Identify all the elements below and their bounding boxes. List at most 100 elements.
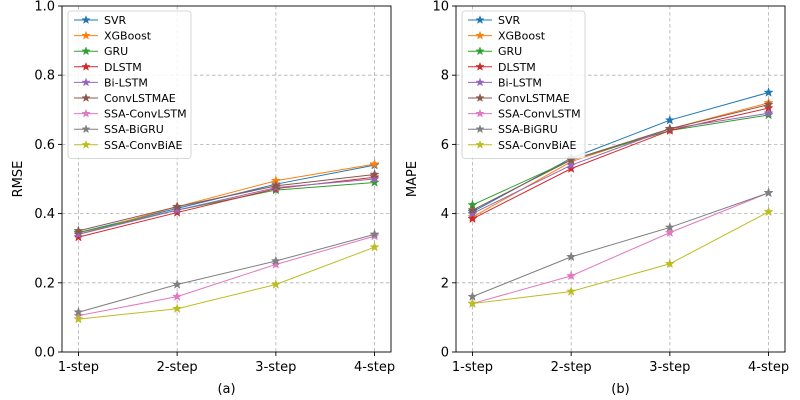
x-tick-label: 3-step [255, 360, 296, 375]
series-line-ssa-convlstm [78, 235, 375, 317]
legend-label-xgboost: XGBoost [498, 30, 546, 43]
legend-label-svr: SVR [104, 14, 127, 27]
x-tick-label: 2-step [157, 360, 198, 375]
legend-label-ssa-convbiae: SSA-ConvBiAE [104, 139, 182, 152]
data-point-ssa-convbiae [172, 303, 183, 314]
legend-marker-ssa-convbiae [81, 139, 91, 149]
legend: SVR XGBoost GRU DLSTM Bi-LSTM ConvLSTMAE SSA-C… [461, 10, 586, 159]
y-tick-label: 8 [441, 69, 449, 84]
legend-box [461, 10, 586, 159]
legend-marker-convlstmae [475, 93, 485, 103]
y-tick-label: 0.8 [34, 69, 55, 84]
series-line-ssa-convlstm [472, 192, 769, 305]
data-point-gru [369, 177, 380, 187]
series-line-convlstmae [78, 174, 375, 232]
y-axis-label: RMSE [11, 161, 26, 198]
legend-marker-bi-lstm [81, 77, 91, 87]
series-line-ssa-convbiae [472, 211, 769, 305]
data-point-convlstmae [270, 180, 281, 191]
legend-label-ssa-bigru: SSA-BiGRU [104, 123, 164, 136]
data-point-ssa-bigru [664, 222, 675, 232]
data-point-ssa-convlstm [566, 270, 577, 281]
data-point-ssa-bigru [566, 251, 577, 262]
panel-caption: (b) [611, 382, 629, 397]
data-point-ssa-convbiae [566, 286, 577, 296]
y-tick-label: 2 [441, 276, 449, 291]
legend-marker-ssa-bigru [81, 124, 91, 134]
data-point-bi-lstm [467, 208, 478, 218]
x-tick-label: 4-step [354, 360, 395, 375]
legend-label-convlstmae: ConvLSTMAE [498, 92, 570, 105]
legend-label-ssa-bigru: SSA-BiGRU [498, 123, 558, 136]
data-point-ssa-convbiae [369, 241, 380, 252]
data-point-ssa-convbiae [763, 206, 774, 217]
legend-label-dlstm: DLSTM [498, 61, 536, 74]
legend-marker-gru [81, 46, 91, 56]
y-tick-label: 10 [432, 0, 449, 15]
legend-marker-convlstmae [81, 93, 91, 103]
data-point-ssa-bigru [369, 229, 380, 239]
data-point-ssa-convbiae [467, 298, 478, 308]
plot-frame [455, 5, 786, 353]
rmse-chart-panel: 0.0 0.2 0.4 0.6 0.8 1.0 1-step 2-step 3-step 4-st… [11, 0, 395, 397]
series-line-dlstm [472, 107, 769, 220]
y-tick-label: 0.2 [34, 276, 55, 291]
legend-label-ssa-convbiae: SSA-ConvBiAE [498, 139, 576, 152]
legend-marker-dlstm [81, 61, 91, 71]
y-tick-label: 0.6 [34, 138, 55, 153]
panel-caption: (a) [217, 382, 235, 397]
legend-box [67, 10, 192, 159]
x-tick-label: 2-step [551, 360, 592, 375]
data-point-convlstmae [467, 204, 478, 215]
legend-marker-ssa-bigru [475, 124, 485, 134]
legend-marker-ssa-convbiae [475, 139, 485, 149]
legend-label-bi-lstm: Bi-LSTM [104, 76, 148, 89]
legend-label-svr: SVR [498, 14, 521, 27]
legend-label-xgboost: XGBoost [104, 30, 152, 43]
x-tick-label: 4-step [748, 360, 789, 375]
y-axis-label: MAPE [405, 161, 420, 197]
data-point-dlstm [73, 231, 84, 242]
legend-marker-svr [81, 15, 91, 25]
data-point-ssa-convbiae [664, 258, 675, 269]
series-line-bi-lstm [78, 178, 375, 235]
legend-label-bi-lstm: Bi-LSTM [498, 76, 542, 89]
data-point-bi-lstm [763, 107, 774, 118]
y-tick-label: 6 [441, 138, 449, 153]
legend-label-ssa-convlstm: SSA-ConvLSTM [498, 108, 581, 121]
data-point-ssa-convlstm [664, 227, 675, 237]
series-line-convlstmae [472, 104, 769, 211]
legend-marker-svr [475, 15, 485, 25]
series-line-bi-lstm [472, 112, 769, 215]
mape-chart-panel: 0 2 4 6 8 10 1-step 2-step 3-step 4-step MAPE (b) SV… [405, 0, 789, 397]
legend-marker-dlstm [475, 61, 485, 71]
y-tick-label: 1.0 [34, 0, 55, 15]
data-point-xgboost [369, 158, 380, 169]
legend: SVR XGBoost GRU DLSTM Bi-LSTM ConvLSTMAE SSA-C… [67, 10, 192, 159]
x-tick-label: 3-step [649, 360, 690, 375]
y-tick-label: 0 [441, 346, 449, 361]
data-point-ssa-convbiae [73, 313, 84, 324]
legend-label-ssa-convlstm: SSA-ConvLSTM [104, 108, 187, 121]
legend-marker-gru [475, 46, 485, 56]
series-line-xgboost [78, 163, 375, 235]
legend-marker-ssa-convlstm [81, 108, 91, 118]
data-point-convlstmae [172, 201, 183, 211]
legend-label-gru: GRU [498, 45, 522, 58]
data-point-bi-lstm [566, 159, 577, 170]
series-line-ssa-bigru [472, 192, 769, 298]
x-tick-label: 1-step [452, 360, 493, 375]
data-point-ssa-convbiae [270, 279, 281, 289]
data-point-ssa-bigru [270, 255, 281, 266]
legend-marker-xgboost [475, 30, 485, 40]
y-tick-label: 0.0 [34, 346, 55, 361]
data-point-svr [664, 114, 675, 125]
data-point-convlstmae [664, 123, 675, 134]
data-point-convlstmae [763, 99, 774, 109]
data-point-convlstmae [369, 169, 380, 179]
legend-marker-xgboost [81, 30, 91, 40]
series-line-ssa-convbiae [78, 246, 375, 320]
data-point-bi-lstm [369, 173, 380, 184]
legend-label-convlstmae: ConvLSTMAE [104, 92, 176, 105]
